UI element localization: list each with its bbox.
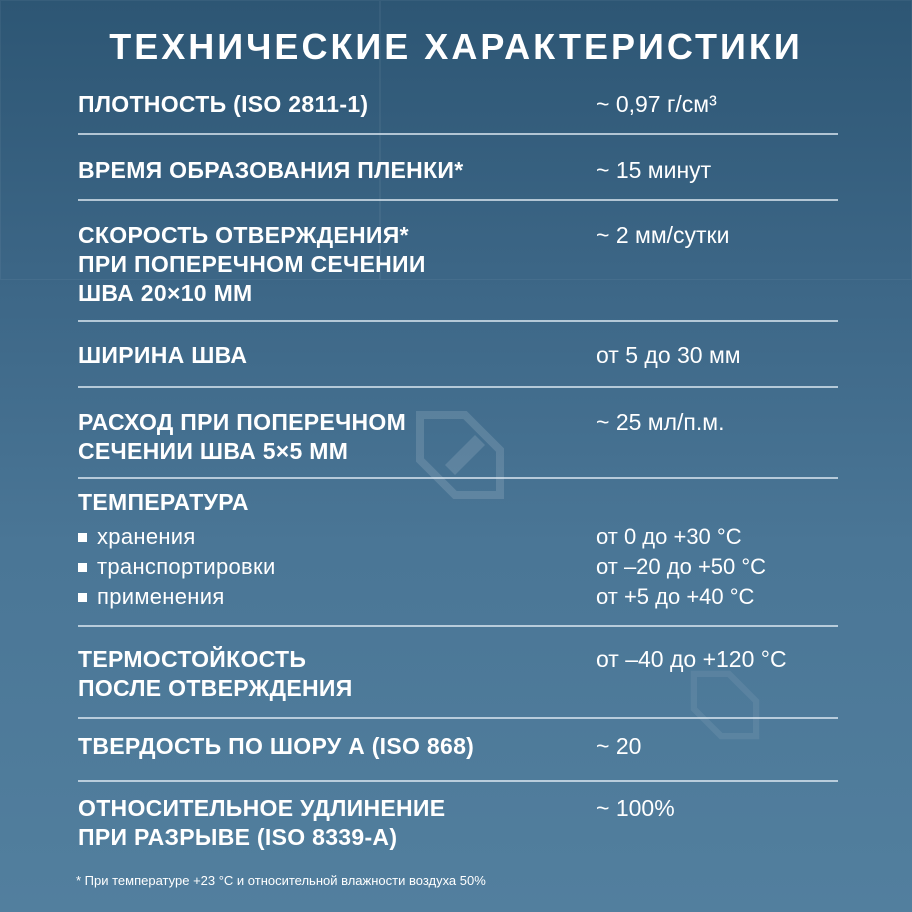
background-tile bbox=[0, 0, 380, 280]
brush-logo-icon bbox=[416, 411, 504, 499]
spec-label: Ширина шва bbox=[78, 342, 248, 368]
footnote: * При температуре +23 °С и относительной… bbox=[76, 873, 486, 888]
spec-label: Температура bbox=[78, 489, 249, 515]
temperature-values: от 0 до +30 °С от –20 до +50 °С от +5 до +… bbox=[596, 524, 767, 609]
square-bullet-icon bbox=[78, 563, 87, 572]
brush-logo-icon bbox=[690, 670, 760, 740]
spec-value: от –40 до +120 °С bbox=[596, 646, 787, 672]
divider bbox=[78, 386, 838, 388]
divider bbox=[78, 477, 838, 479]
spec-value: ~ 15 минут bbox=[596, 157, 712, 183]
page-title: ТЕХНИЧЕСКИЕ ХАРАКТЕРИСТИКИ bbox=[109, 26, 803, 67]
divider bbox=[78, 199, 838, 201]
spec-label: Скорость отверждения* при поперечном сече… bbox=[78, 222, 426, 306]
spec-label: Термостойкость после отверждения bbox=[78, 646, 353, 701]
divider bbox=[78, 133, 838, 135]
spec-value: ~ 2 мм/сутки bbox=[596, 222, 730, 248]
spec-label: Твердость по Шору А (ISO 868) bbox=[78, 733, 475, 759]
spec-value: ~ 100% bbox=[596, 795, 675, 821]
spec-value: ~ 25 мл/п.м. bbox=[596, 409, 725, 435]
spec-label: Время образования пленки* bbox=[78, 157, 464, 183]
divider bbox=[78, 717, 838, 719]
square-bullet-icon bbox=[78, 593, 87, 602]
spec-value: от 5 до 30 мм bbox=[596, 342, 741, 368]
spec-label: Относительное удлинение при разрыве (ISO … bbox=[78, 795, 446, 850]
spec-value: ~ 20 bbox=[596, 733, 642, 759]
divider bbox=[78, 320, 838, 322]
divider bbox=[78, 780, 838, 782]
spec-label: Плотность (ISO 2811-1) bbox=[78, 91, 369, 117]
divider bbox=[78, 625, 838, 627]
spec-label: Расход при поперечном сечении шва 5×5 мм bbox=[78, 409, 407, 464]
temperature-items: хранения транспортировки применения bbox=[78, 522, 588, 612]
square-bullet-icon bbox=[78, 533, 87, 542]
spec-value: ~ 0,97 г/см³ bbox=[596, 91, 717, 117]
